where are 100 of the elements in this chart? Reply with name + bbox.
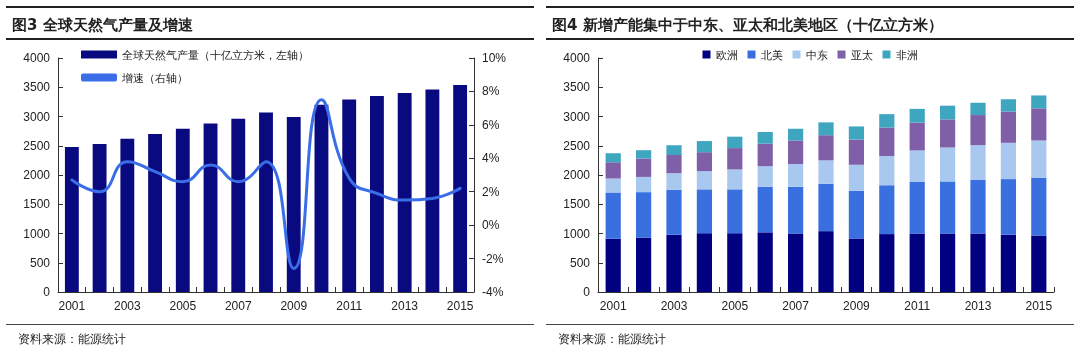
x-tick-label: 2013 bbox=[964, 299, 992, 313]
bar bbox=[848, 238, 864, 292]
y-tick-label: 2500 bbox=[23, 138, 51, 153]
bar bbox=[848, 164, 864, 191]
x-tick-label: 2007 bbox=[782, 299, 810, 313]
bar bbox=[879, 127, 895, 156]
bar bbox=[666, 145, 682, 156]
bar bbox=[909, 122, 925, 151]
bar bbox=[940, 233, 956, 292]
bar bbox=[605, 162, 621, 179]
y-tick-label: 1000 bbox=[563, 226, 591, 241]
bar bbox=[970, 233, 986, 292]
bar bbox=[1000, 111, 1016, 143]
bar bbox=[1031, 235, 1047, 292]
bar bbox=[397, 93, 412, 292]
bar bbox=[940, 119, 956, 148]
bar bbox=[636, 150, 652, 159]
y2-tick-label: 2% bbox=[482, 184, 500, 199]
bar bbox=[148, 134, 162, 292]
bar bbox=[940, 147, 956, 182]
bar bbox=[848, 126, 864, 140]
bar bbox=[1031, 108, 1047, 141]
y2-tick-label: -2% bbox=[482, 251, 504, 266]
bar bbox=[940, 105, 956, 120]
text: 资料来源：能源统计 bbox=[546, 324, 1074, 349]
bar bbox=[120, 138, 135, 292]
y-tick-label: 3500 bbox=[23, 80, 51, 95]
x-tick-label: 2005 bbox=[169, 299, 197, 313]
bar bbox=[788, 233, 804, 292]
bar bbox=[370, 96, 384, 292]
bar bbox=[970, 145, 986, 180]
bar bbox=[818, 160, 834, 184]
y-tick-label: 1000 bbox=[23, 226, 51, 241]
bar bbox=[636, 176, 652, 193]
y-tick-label: 3000 bbox=[23, 109, 51, 124]
y-tick-label: 500 bbox=[569, 255, 591, 270]
bar bbox=[696, 141, 712, 153]
bar bbox=[636, 158, 652, 177]
bar bbox=[342, 99, 357, 292]
bar bbox=[727, 148, 743, 170]
chart-title: 图4 新增产能集中于中东、亚太和北美地区（十亿立方米） bbox=[546, 6, 1074, 40]
bar bbox=[818, 122, 834, 136]
bar bbox=[970, 179, 986, 234]
x-tick-label: 2003 bbox=[113, 299, 141, 313]
y-tick-label: 3500 bbox=[563, 80, 591, 95]
y2-tick-label: 4% bbox=[482, 151, 500, 166]
x-tick-label: 2009 bbox=[280, 299, 308, 313]
legend-label: 亚太 bbox=[850, 48, 873, 61]
bar bbox=[909, 233, 925, 292]
bar bbox=[92, 144, 107, 292]
y-tick-label: 0 bbox=[43, 285, 51, 299]
bar bbox=[970, 102, 986, 116]
y-tick-label: 500 bbox=[29, 255, 51, 270]
bar bbox=[757, 186, 773, 233]
bar bbox=[940, 181, 956, 234]
bar bbox=[1031, 95, 1047, 109]
bar bbox=[757, 143, 773, 167]
y-tick-label: 0 bbox=[583, 285, 591, 299]
bar bbox=[64, 146, 79, 292]
y2-tick-label: 6% bbox=[482, 117, 500, 132]
bar bbox=[1000, 234, 1016, 292]
y-tick-label: 3000 bbox=[563, 109, 591, 124]
bar bbox=[605, 192, 621, 239]
bar bbox=[1000, 99, 1016, 112]
bar bbox=[636, 237, 652, 292]
bar bbox=[879, 234, 895, 292]
x-tick-label: 2011 bbox=[904, 299, 931, 313]
text: 资料来源：能源统计 bbox=[6, 324, 534, 349]
bar bbox=[696, 171, 712, 190]
bar bbox=[314, 104, 329, 292]
bar bbox=[727, 233, 743, 292]
x-tick-label: 2011 bbox=[336, 299, 363, 313]
legend-label: 全球天然气产量（十亿立方米，左轴） bbox=[122, 48, 309, 61]
x-tick-label: 2007 bbox=[224, 299, 252, 313]
bar bbox=[848, 139, 864, 165]
legend-label: 中东 bbox=[805, 48, 828, 61]
bar bbox=[788, 186, 804, 234]
bar bbox=[757, 166, 773, 187]
bar bbox=[818, 231, 834, 292]
x-tick-label: 2015 bbox=[446, 299, 474, 313]
bar bbox=[1000, 179, 1016, 235]
y-tick-label: 4000 bbox=[563, 51, 591, 65]
bar bbox=[1031, 140, 1047, 178]
bar bbox=[605, 238, 621, 292]
bar bbox=[848, 190, 864, 239]
y-tick-label: 2500 bbox=[563, 138, 591, 153]
legend-label: 非洲 bbox=[895, 48, 918, 61]
y-tick-label: 2000 bbox=[563, 168, 591, 182]
bar bbox=[666, 173, 682, 190]
bar bbox=[453, 84, 468, 292]
bar bbox=[175, 128, 190, 292]
chart-title: 图3 全球天然气产量及增速 bbox=[6, 6, 534, 40]
bar bbox=[788, 163, 804, 187]
bar bbox=[757, 132, 773, 144]
x-tick-label: 2005 bbox=[721, 299, 749, 313]
y2-tick-label: -4% bbox=[482, 285, 504, 299]
x-tick-label: 2001 bbox=[599, 299, 627, 313]
bar bbox=[425, 89, 440, 292]
y2-tick-label: 8% bbox=[482, 84, 500, 99]
bar bbox=[203, 123, 218, 292]
